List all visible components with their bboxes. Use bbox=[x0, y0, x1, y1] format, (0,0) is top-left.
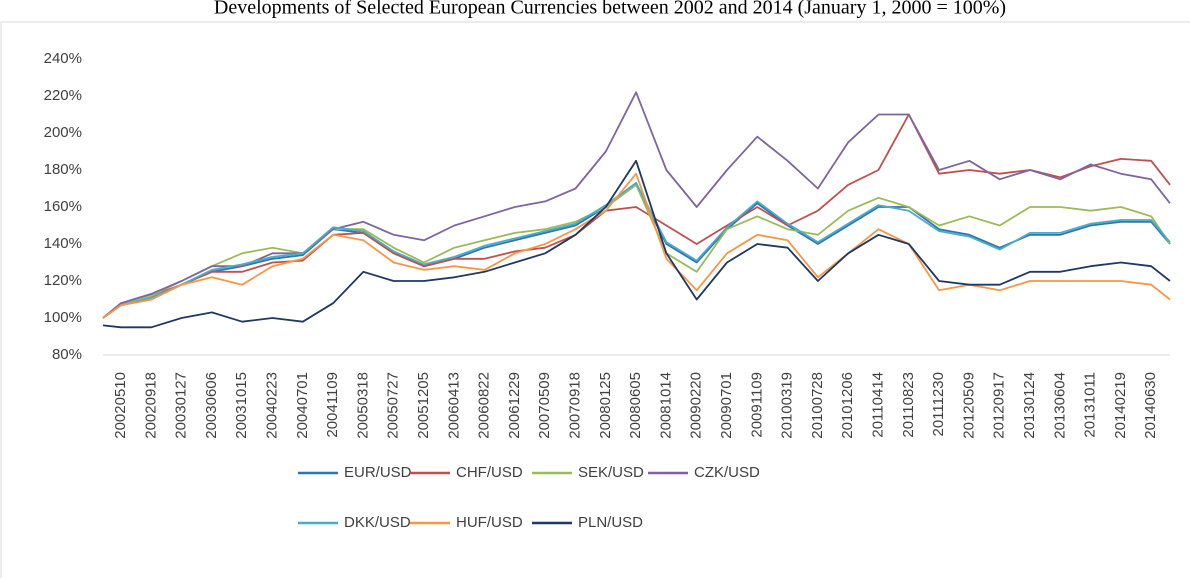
x-tick-label: 20110414 bbox=[869, 372, 886, 438]
x-tick-label: 20051205 bbox=[415, 372, 432, 439]
x-tick-label: 20031015 bbox=[233, 372, 250, 439]
y-tick-label: 120% bbox=[44, 272, 82, 289]
x-tick-label: 20100319 bbox=[779, 372, 796, 439]
x-tick-label: 20130604 bbox=[1051, 372, 1068, 439]
series-line bbox=[102, 182, 1171, 319]
x-tick-label: 20111230 bbox=[930, 372, 947, 437]
x-tick-label: 20120509 bbox=[960, 372, 977, 439]
y-tick-label: 160% bbox=[44, 198, 82, 215]
legend-label: SEK/USD bbox=[578, 464, 644, 481]
x-tick-label: 20040223 bbox=[263, 372, 280, 439]
x-tick-label: 20090701 bbox=[718, 372, 735, 439]
y-tick-label: 80% bbox=[52, 346, 82, 363]
chart-title: Developments of Selected European Curren… bbox=[214, 0, 1006, 19]
y-tick-label: 140% bbox=[44, 235, 82, 252]
y-tick-label: 180% bbox=[44, 161, 82, 178]
series-line bbox=[102, 172, 1171, 319]
y-tick-label: 100% bbox=[44, 309, 82, 326]
x-tick-label: 20140630 bbox=[1142, 372, 1159, 439]
series-line bbox=[102, 183, 1171, 319]
x-tick-label: 20060822 bbox=[476, 372, 493, 439]
legend-label: CHF/USD bbox=[456, 464, 523, 481]
legend-label: CZK/USD bbox=[694, 464, 760, 481]
x-tick-label: 20090220 bbox=[688, 372, 705, 439]
chart-border bbox=[0, 21, 1190, 578]
y-tick-label: 220% bbox=[44, 87, 82, 104]
x-tick-label: 20060413 bbox=[445, 372, 462, 439]
x-tick-label: 20050727 bbox=[385, 372, 402, 439]
x-tick-label: 20100728 bbox=[809, 372, 826, 439]
legend-label: PLN/USD bbox=[578, 514, 643, 531]
x-tick-label: 20041109 bbox=[324, 372, 341, 438]
x-tick-label: 20070918 bbox=[566, 372, 583, 439]
x-tick-label: 20020510 bbox=[112, 372, 129, 439]
x-tick-label: 20101206 bbox=[839, 372, 856, 439]
legend-label: EUR/USD bbox=[344, 464, 412, 481]
x-tick-label: 20030127 bbox=[173, 372, 190, 439]
x-tick-label: 20080125 bbox=[597, 372, 614, 439]
x-tick-label: 20061229 bbox=[506, 372, 523, 439]
legend-label: DKK/USD bbox=[344, 514, 411, 531]
series-line bbox=[102, 91, 1171, 319]
y-tick-label: 240% bbox=[44, 50, 82, 67]
x-tick-label: 20140219 bbox=[1112, 372, 1129, 439]
series-line bbox=[102, 183, 1171, 319]
x-tick-label: 20030606 bbox=[203, 372, 220, 439]
x-tick-label: 20081014 bbox=[657, 372, 674, 439]
x-tick-label: 20131011 bbox=[1082, 372, 1099, 438]
x-tick-label: 20080605 bbox=[627, 372, 644, 439]
x-tick-label: 20120917 bbox=[991, 372, 1008, 439]
x-tick-label: 20130124 bbox=[1021, 372, 1038, 439]
x-tick-label: 20050318 bbox=[354, 372, 371, 439]
x-tick-label: 20040701 bbox=[294, 372, 311, 439]
x-tick-label: 20110823 bbox=[900, 372, 917, 438]
x-tick-label: 20020918 bbox=[142, 372, 159, 439]
series-line bbox=[102, 159, 1171, 329]
series-line bbox=[102, 113, 1171, 319]
legend-label: HUF/USD bbox=[456, 514, 523, 531]
x-tick-label: 20091109 bbox=[748, 372, 765, 438]
x-tick-label: 20070509 bbox=[536, 372, 553, 439]
y-tick-label: 200% bbox=[44, 124, 82, 141]
